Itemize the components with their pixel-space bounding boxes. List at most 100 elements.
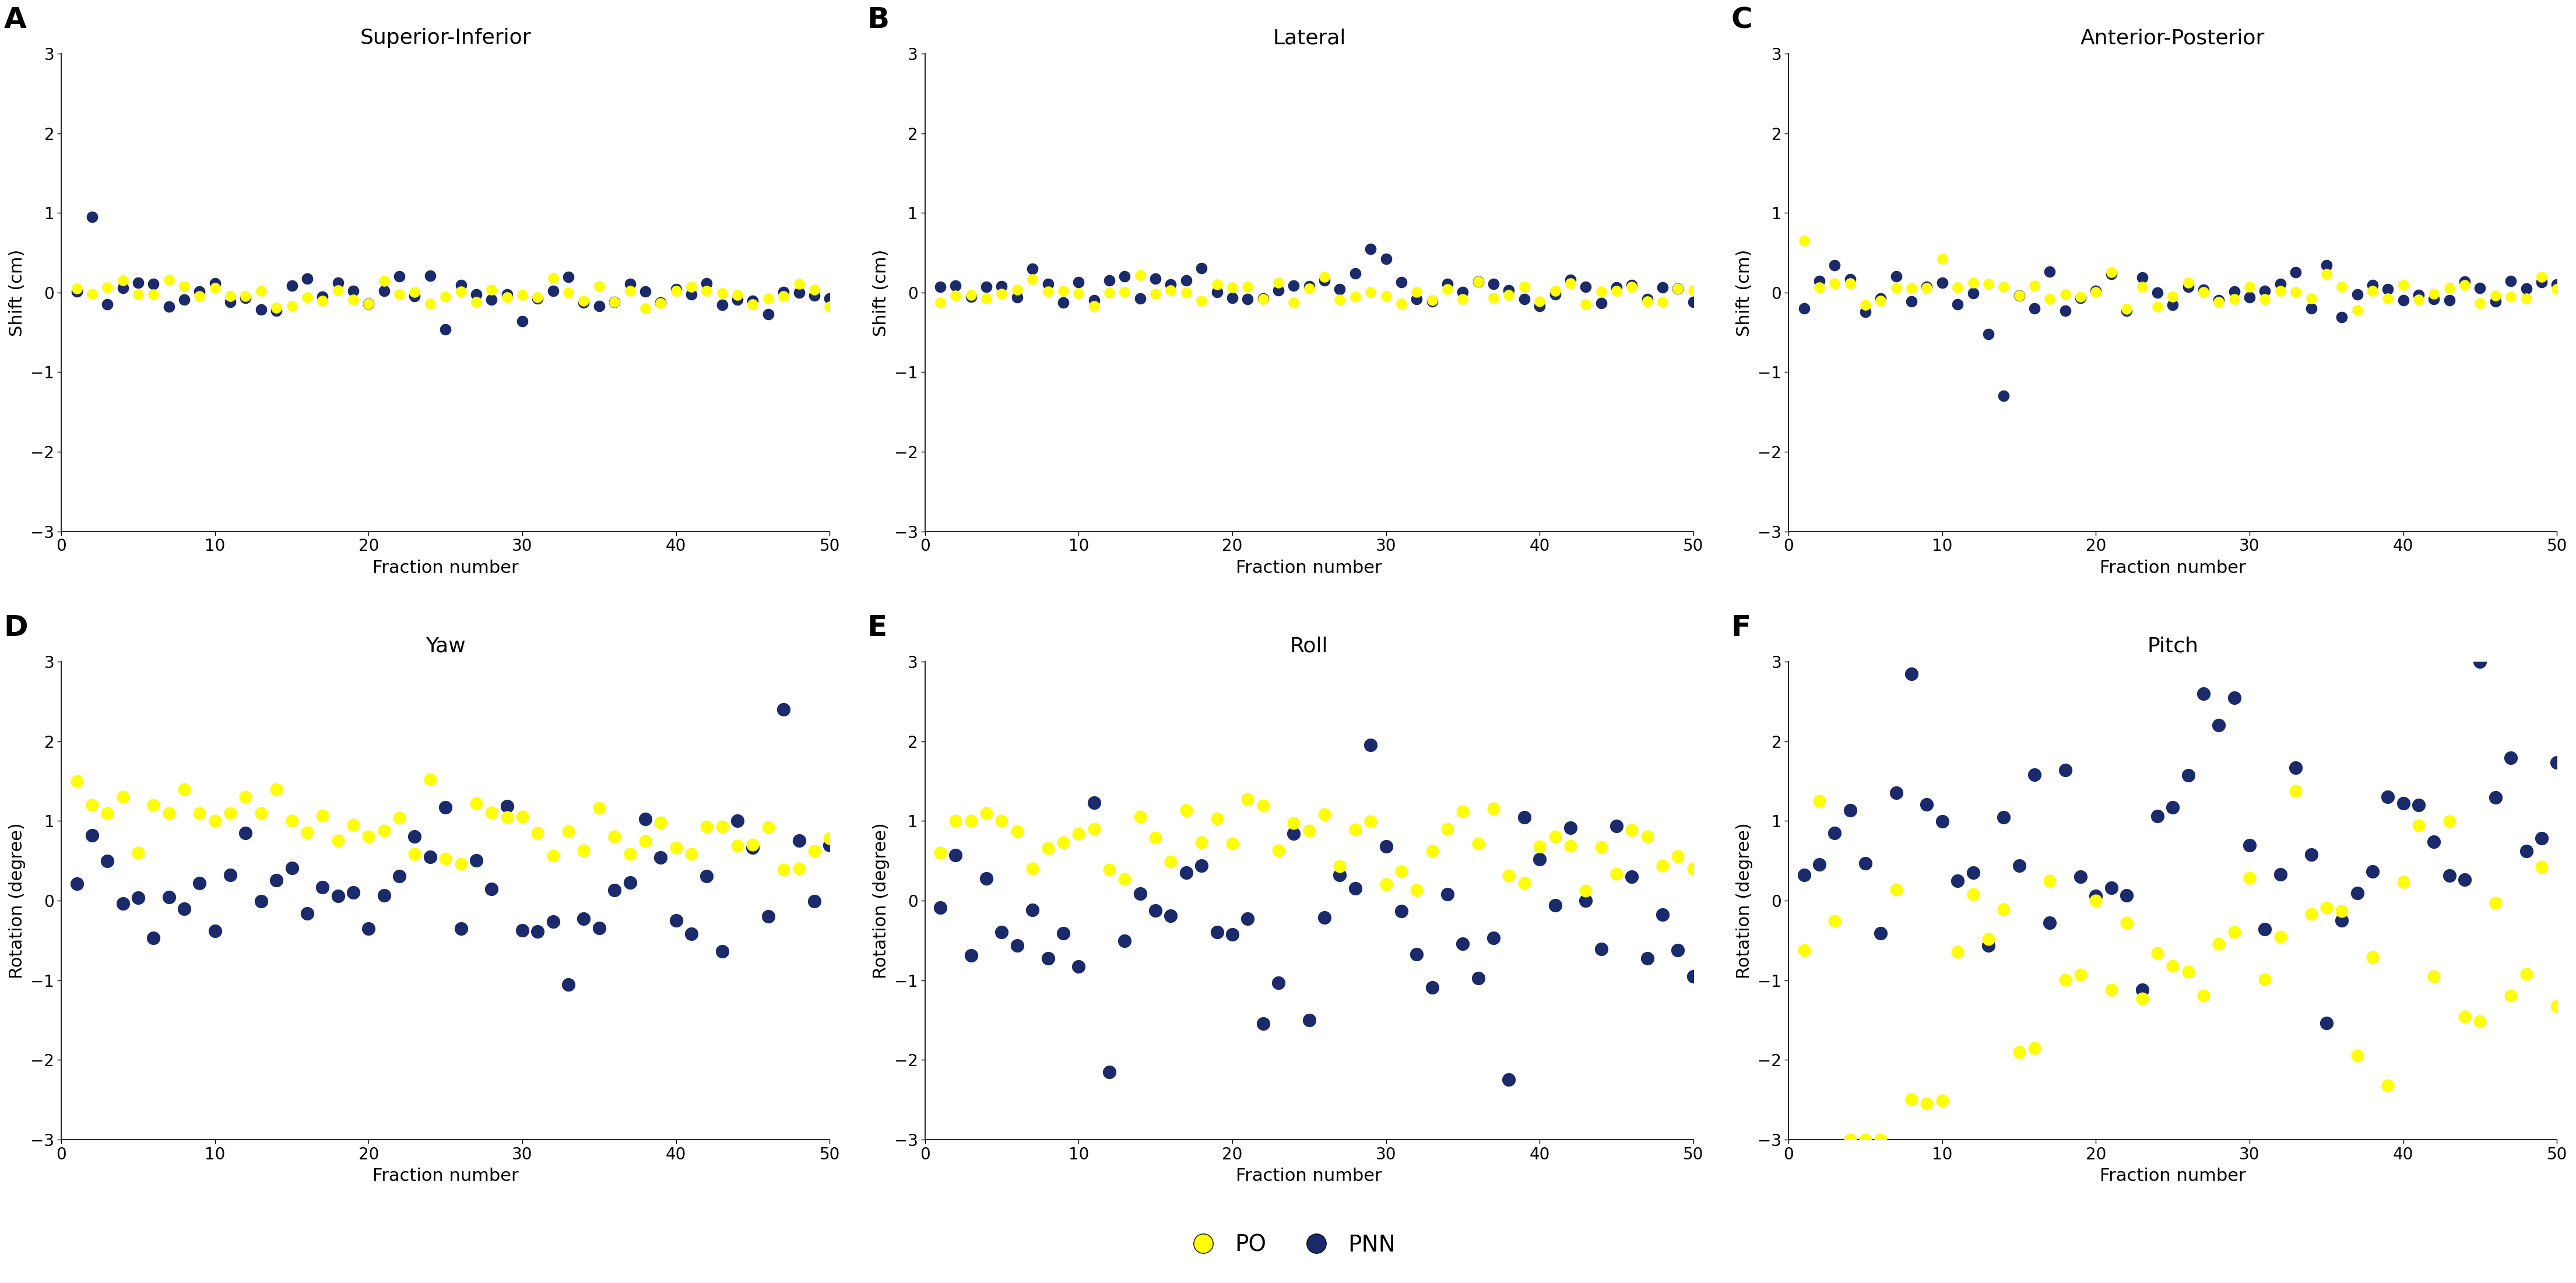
Point bbox=[639, 847, 680, 867]
Point bbox=[1074, 290, 1115, 310]
Point bbox=[1999, 285, 2040, 305]
Point bbox=[1090, 1061, 1131, 1082]
Point bbox=[2336, 300, 2378, 321]
Point bbox=[1798, 277, 1839, 298]
Y-axis label: Shift (cm): Shift (cm) bbox=[1736, 249, 1752, 336]
Point bbox=[1059, 272, 1100, 293]
Point bbox=[639, 293, 680, 313]
Point bbox=[88, 277, 129, 298]
Point bbox=[2460, 277, 2501, 298]
Point bbox=[487, 285, 528, 305]
Point bbox=[716, 290, 757, 310]
Point bbox=[332, 883, 374, 903]
Point bbox=[1381, 294, 1422, 314]
Point bbox=[1672, 858, 1713, 879]
Point bbox=[2367, 278, 2409, 299]
Point bbox=[595, 880, 636, 901]
Point bbox=[1489, 1070, 1530, 1091]
Point bbox=[118, 843, 160, 863]
Point bbox=[2398, 285, 2439, 305]
Point bbox=[1656, 278, 1698, 299]
Point bbox=[564, 908, 605, 929]
Point bbox=[2491, 748, 2532, 769]
Point bbox=[2414, 284, 2455, 304]
Point bbox=[1043, 281, 1084, 302]
Point bbox=[149, 803, 191, 824]
Point bbox=[1783, 299, 1824, 319]
Point bbox=[1656, 845, 1698, 866]
Point bbox=[2336, 285, 2378, 305]
Point bbox=[1105, 869, 1146, 889]
Point bbox=[118, 272, 160, 293]
Point bbox=[1105, 266, 1146, 286]
Point bbox=[1783, 939, 1824, 960]
X-axis label: Fraction number: Fraction number bbox=[374, 559, 518, 576]
Point bbox=[1610, 275, 1651, 295]
Point bbox=[2136, 282, 2177, 303]
Point bbox=[2383, 290, 2424, 310]
Point bbox=[1074, 819, 1115, 839]
Title: Lateral: Lateral bbox=[1273, 28, 1345, 47]
Point bbox=[332, 815, 374, 835]
Point bbox=[549, 974, 590, 994]
Point bbox=[1334, 286, 1376, 307]
Text: B: B bbox=[868, 6, 889, 33]
Point bbox=[224, 786, 265, 807]
Point bbox=[1273, 813, 1314, 834]
Point bbox=[685, 273, 726, 294]
Point bbox=[2244, 969, 2285, 989]
Point bbox=[2197, 715, 2239, 735]
Point bbox=[1610, 866, 1651, 887]
Point bbox=[165, 779, 206, 799]
Point bbox=[2107, 299, 2148, 319]
Point bbox=[2076, 890, 2117, 911]
Point bbox=[1875, 266, 1917, 286]
Point bbox=[1303, 907, 1345, 928]
Point bbox=[1350, 281, 1391, 302]
Point bbox=[440, 853, 482, 874]
Point bbox=[623, 831, 665, 852]
Point bbox=[1443, 289, 1484, 309]
Point bbox=[1164, 801, 1206, 821]
Point bbox=[1226, 789, 1267, 810]
Point bbox=[1443, 801, 1484, 821]
Point bbox=[118, 284, 160, 304]
Point bbox=[1597, 816, 1638, 837]
Point bbox=[2182, 282, 2223, 303]
Point bbox=[981, 921, 1023, 942]
Point bbox=[1968, 929, 2009, 949]
Point bbox=[1641, 277, 1682, 298]
Point bbox=[1365, 874, 1406, 894]
Point bbox=[348, 919, 389, 939]
Point bbox=[379, 807, 420, 828]
Point bbox=[2136, 806, 2177, 826]
Point bbox=[2107, 912, 2148, 933]
Point bbox=[2107, 885, 2148, 906]
Point bbox=[2030, 289, 2071, 309]
Point bbox=[1968, 935, 2009, 956]
Y-axis label: Rotation (degree): Rotation (degree) bbox=[8, 822, 26, 979]
Point bbox=[1365, 837, 1406, 857]
Point bbox=[1180, 856, 1221, 876]
Point bbox=[701, 816, 742, 837]
Point bbox=[348, 294, 389, 314]
Point bbox=[1597, 863, 1638, 884]
Point bbox=[1473, 287, 1515, 308]
Point bbox=[118, 887, 160, 907]
Point bbox=[1043, 831, 1084, 852]
Point bbox=[103, 786, 144, 807]
Point bbox=[778, 273, 819, 294]
Point bbox=[440, 919, 482, 939]
Point bbox=[762, 860, 804, 880]
Point bbox=[639, 293, 680, 313]
Point bbox=[2061, 286, 2102, 307]
Point bbox=[2352, 947, 2393, 967]
Point bbox=[2306, 898, 2347, 919]
Point bbox=[1136, 268, 1177, 289]
Point bbox=[1090, 271, 1131, 291]
Point bbox=[1798, 271, 1839, 291]
Point bbox=[2290, 903, 2331, 924]
Point bbox=[2244, 281, 2285, 302]
Point bbox=[2045, 285, 2087, 305]
X-axis label: Fraction number: Fraction number bbox=[374, 1168, 518, 1184]
